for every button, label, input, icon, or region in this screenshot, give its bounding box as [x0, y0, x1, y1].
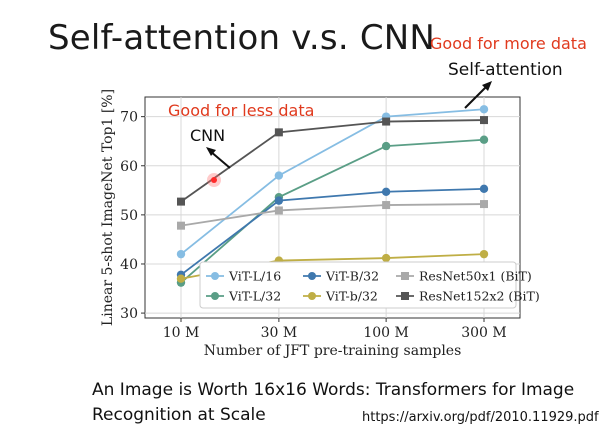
- series-points: [176, 105, 489, 287]
- data-point-vit-b-32: [381, 253, 391, 263]
- y-tick-label: 30: [120, 306, 138, 322]
- data-point-vit-l-16: [176, 249, 186, 259]
- footer-paper-title-line2: Recognition at Scale: [92, 405, 266, 425]
- x-tick-label: 30 M: [261, 325, 298, 341]
- series-line-vit-b-32: [180, 187, 485, 276]
- data-point-resnet50x1-bit-: [274, 206, 283, 215]
- series-lines: [180, 108, 485, 284]
- x-tick-label: 100 M: [363, 325, 409, 341]
- x-tick-label: 10 M: [163, 325, 200, 341]
- pointer-dot: [211, 177, 217, 183]
- series-line-resnet50x1-bit-: [180, 203, 485, 227]
- legend-box: [199, 261, 517, 309]
- arrow-cnn: [206, 147, 231, 169]
- annotation-good-for-more-data: Good for more data: [430, 34, 587, 53]
- y-axis-ticks: 30 40 50 60 70: [120, 110, 145, 322]
- data-point-vit-b-32: [176, 274, 186, 283]
- footer-paper-title-line1: An Image is Worth 16x16 Words: Transform…: [92, 380, 575, 400]
- data-point-vit-l-16: [479, 105, 489, 114]
- data-point-vit-l-32: [479, 135, 489, 144]
- data-point-vit-l-32: [381, 141, 391, 151]
- slide-title: Self-attention v.s. CNN: [48, 18, 436, 58]
- annotation-cnn: CNN: [190, 126, 225, 145]
- data-point-resnet50x1-bit-: [480, 200, 488, 209]
- data-point-resnet50x1-bit-: [177, 221, 185, 230]
- legend-entry-label: ResNet152x2 (BiT): [419, 289, 540, 304]
- legend-swatch-marker: [211, 292, 219, 300]
- legend-entry-label: ViT-L/32: [228, 289, 281, 304]
- data-point-resnet152x2-bit-: [274, 128, 283, 137]
- data-point-resnet152x2-bit-: [177, 197, 185, 206]
- legend-entry-label: ViT-B/32: [325, 269, 379, 284]
- series-line-vit-l-32: [180, 138, 485, 284]
- annotation-good-for-less-data: Good for less data: [168, 101, 314, 120]
- footer-url[interactable]: https://arxiv.org/pdf/2010.11929.pdf: [362, 410, 599, 425]
- data-point-vit-b-32: [479, 249, 489, 259]
- legend-entry-label: ViT-L/16: [228, 269, 281, 284]
- x-tick-label: 300 M: [461, 325, 507, 341]
- legend-swatch-marker: [211, 272, 219, 280]
- legend-swatch-marker: [401, 292, 409, 300]
- legend-swatch-marker: [308, 292, 316, 300]
- y-tick-label: 70: [120, 110, 138, 126]
- data-point-resnet152x2-bit-: [480, 116, 488, 125]
- data-point-vit-b-32: [479, 184, 489, 194]
- data-point-vit-l-16: [274, 171, 284, 180]
- y-tick-label: 60: [120, 159, 138, 175]
- y-tick-label: 40: [120, 257, 138, 273]
- legend-swatch-marker: [401, 272, 409, 280]
- data-point-resnet152x2-bit-: [382, 117, 391, 126]
- legend-swatch-marker: [308, 272, 316, 280]
- data-point-resnet50x1-bit-: [382, 201, 391, 210]
- x-axis-label: Number of JFT pre-training samples: [204, 343, 462, 359]
- arrow-self-attention: [464, 81, 492, 109]
- data-point-vit-b-32: [274, 196, 284, 205]
- data-point-vit-b-32: [381, 187, 391, 196]
- y-axis-label: Linear 5-shot ImageNet Top1 [%]: [100, 89, 116, 326]
- legend-entry-label: ResNet50x1 (BiT): [419, 269, 532, 284]
- legend: ViT-L/16 ViT-L/32 ViT-B/32 ViT-b/32 ResNet50…: [199, 261, 540, 309]
- y-tick-label: 50: [120, 208, 138, 224]
- series-line-vit-l-16: [180, 108, 485, 255]
- x-axis-ticks: 10 M 30 M 100 M 300 M: [163, 318, 507, 341]
- legend-entry-label: ViT-b/32: [325, 289, 378, 304]
- annotation-self-attention: Self-attention: [448, 60, 563, 80]
